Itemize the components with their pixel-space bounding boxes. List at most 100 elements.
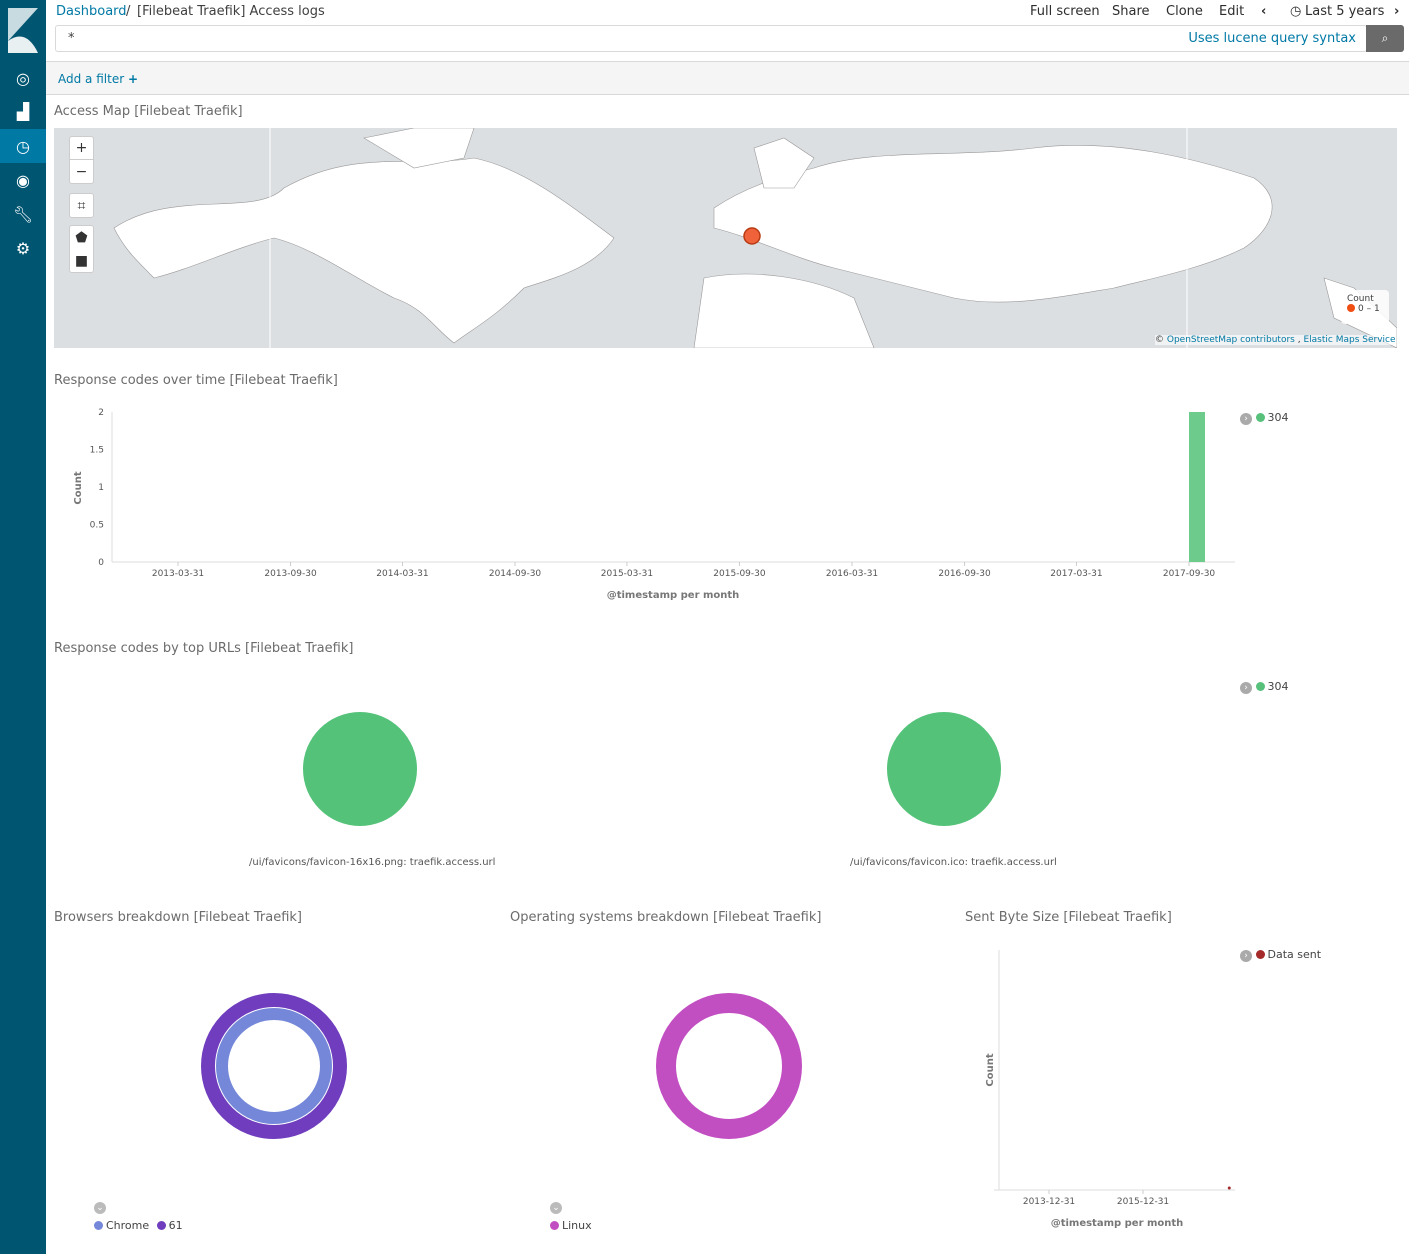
edit-button[interactable]: Edit — [1219, 4, 1245, 19]
x-tick-label: 2016-09-30 — [938, 569, 991, 579]
timelion-icon[interactable]: ◉ — [16, 170, 30, 190]
pie-label: /ui/favicons/favicon-16x16.png: traefik.… — [249, 857, 496, 868]
legend-browsers: ⌄ Chrome 61 — [94, 1200, 183, 1232]
map-attribution: © OpenStreetMap contributors , Elastic M… — [1155, 335, 1396, 345]
legend-dot-icon — [1255, 413, 1265, 422]
x-axis-label: @timestamp per month — [607, 590, 740, 601]
time-next-icon[interactable]: › — [1394, 4, 1400, 19]
map-legend-title: Count — [1347, 294, 1374, 304]
donut-ring-61[interactable] — [201, 993, 347, 1139]
x-tick-label: 2014-03-31 — [376, 569, 428, 579]
legend-dot-icon — [550, 1221, 559, 1230]
map-marker — [743, 227, 761, 245]
x-axis-label: @timestamp per month — [1051, 1218, 1184, 1229]
legend-item-61[interactable]: 61 — [168, 1219, 183, 1232]
legend-os: ⌄ Linux — [550, 1200, 592, 1232]
crop-button[interactable]: ⌗ — [69, 193, 94, 218]
legend-item-304[interactable]: 304 — [1267, 411, 1289, 424]
map-zoom-control: + − — [69, 136, 94, 184]
panel-title-response-urls: Response codes by top URLs [Filebeat Tra… — [54, 641, 354, 656]
legend-toggle-icon[interactable]: › — [1240, 950, 1252, 962]
legend-item-304[interactable]: 304 — [1267, 680, 1289, 693]
donut-ring-chrome[interactable] — [216, 1008, 332, 1124]
legend-item-data-sent[interactable]: Data sent — [1267, 948, 1322, 961]
clock-icon: ◷ — [1290, 4, 1302, 19]
legend-toggle-icon[interactable]: ⌄ — [550, 1202, 562, 1214]
legend-bytes: › Data sent — [1240, 948, 1321, 962]
legend-dot-icon — [1347, 304, 1355, 312]
response-codes-chart: 0 0.5 1 1.5 2 2013-03-31 2013-09-30 2014-03-31 2… — [73, 408, 1235, 601]
attribution-separator: , — [1297, 335, 1301, 345]
sidebar: ◎ ▟ ◷ ◉ 🔧︎ ⚙ — [0, 0, 46, 1254]
breadcrumb-separator: / — [126, 4, 131, 19]
plus-icon: + — [127, 72, 139, 86]
panel-title-map: Access Map [Filebeat Traefik] — [54, 104, 243, 119]
crop-icon: ⌗ — [77, 197, 86, 214]
map-legend-range: 0 – 1 — [1358, 304, 1380, 314]
access-map[interactable] — [54, 128, 1397, 348]
x-tick-label: 2013-12-31 — [1023, 1197, 1075, 1207]
x-tick-label: 2014-09-30 — [489, 569, 542, 579]
draw-rectangle-icon[interactable]: ■ — [74, 252, 89, 269]
breadcrumb-dashboard[interactable]: Dashboard — [56, 4, 127, 19]
copyright-symbol: © — [1155, 335, 1164, 345]
y-tick-label: 1.5 — [90, 446, 104, 456]
x-tick-label: 2016-03-31 — [826, 569, 878, 579]
x-tick-label: 2017-09-30 — [1163, 569, 1216, 579]
world-map-basemap — [113, 128, 1397, 348]
x-tick-label: 2015-12-31 — [1117, 1197, 1169, 1207]
time-prev-icon[interactable]: ‹ — [1261, 4, 1267, 19]
search-button[interactable]: ⌕ — [1366, 25, 1404, 52]
y-tick-label: 2 — [98, 408, 104, 418]
legend-toggle-icon[interactable]: ⌄ — [94, 1202, 106, 1214]
x-tick-label: 2015-03-31 — [601, 569, 653, 579]
full-screen-button[interactable]: Full screen — [1030, 4, 1100, 19]
legend-item-linux[interactable]: Linux — [562, 1219, 592, 1232]
search-icon: ⌕ — [1381, 31, 1389, 45]
page-title: [Filebeat Traefik] Access logs — [137, 4, 325, 19]
dashboard-icon[interactable]: ◷ — [0, 129, 46, 163]
filter-bar: Add a filter + — [46, 61, 1409, 95]
lucene-syntax-link[interactable]: Uses lucene query syntax — [1188, 31, 1356, 46]
x-tick-label: 2015-09-30 — [713, 569, 766, 579]
legend-dot-icon — [1255, 950, 1265, 959]
x-tick-label: 2013-03-31 — [152, 569, 204, 579]
share-button[interactable]: Share — [1112, 4, 1150, 19]
pie-label: /ui/favicons/favicon.ico: traefik.access… — [850, 857, 1057, 868]
add-filter-button[interactable]: Add a filter + — [58, 72, 138, 86]
legend-response-urls: › 304 — [1240, 680, 1289, 694]
donut-ring-linux[interactable] — [656, 993, 802, 1139]
query-value: * — [68, 31, 75, 46]
url-pies — [303, 712, 1001, 826]
legend-toggle-icon[interactable]: › — [1240, 682, 1252, 694]
x-tick-label: 2017-03-31 — [1050, 569, 1102, 579]
time-picker-button[interactable]: Last 5 years — [1305, 4, 1385, 19]
map-legend: Count 0 – 1 — [1341, 290, 1389, 324]
legend-item-chrome[interactable]: Chrome — [106, 1219, 150, 1232]
discover-icon[interactable]: ◎ — [16, 68, 30, 88]
management-icon[interactable]: ⚙ — [15, 238, 31, 258]
kibana-logo[interactable] — [8, 8, 38, 53]
legend-response-time: › 304 — [1240, 411, 1289, 425]
ems-link[interactable]: Elastic Maps Service — [1303, 335, 1396, 345]
y-tick-label: 0 — [98, 558, 104, 568]
dev-tools-icon[interactable]: 🔧︎ — [12, 204, 34, 224]
x-tick-label: 2013-09-30 — [264, 569, 317, 579]
panel-title-os: Operating systems breakdown [Filebeat Tr… — [510, 910, 822, 925]
panel-title-response-time: Response codes over time [Filebeat Traef… — [54, 373, 338, 388]
legend-toggle-icon[interactable]: › — [1240, 413, 1252, 425]
visualize-icon[interactable]: ▟ — [16, 101, 30, 121]
pie-slice-304[interactable] — [303, 712, 417, 826]
draw-polygon-icon[interactable]: ⬟ — [75, 229, 88, 246]
os-donut — [656, 993, 802, 1139]
y-tick-label: 1 — [98, 483, 104, 493]
zoom-out-button[interactable]: − — [75, 163, 88, 180]
zoom-in-button[interactable]: + — [70, 137, 93, 160]
osm-link[interactable]: OpenStreetMap contributors — [1166, 335, 1295, 345]
legend-dot-icon — [156, 1221, 166, 1230]
y-axis-label: Count — [73, 471, 84, 504]
panel-title-browsers: Browsers breakdown [Filebeat Traefik] — [54, 910, 302, 925]
legend-dot-icon — [94, 1221, 103, 1230]
clone-button[interactable]: Clone — [1166, 4, 1203, 19]
pie-slice-304[interactable] — [887, 712, 1001, 826]
